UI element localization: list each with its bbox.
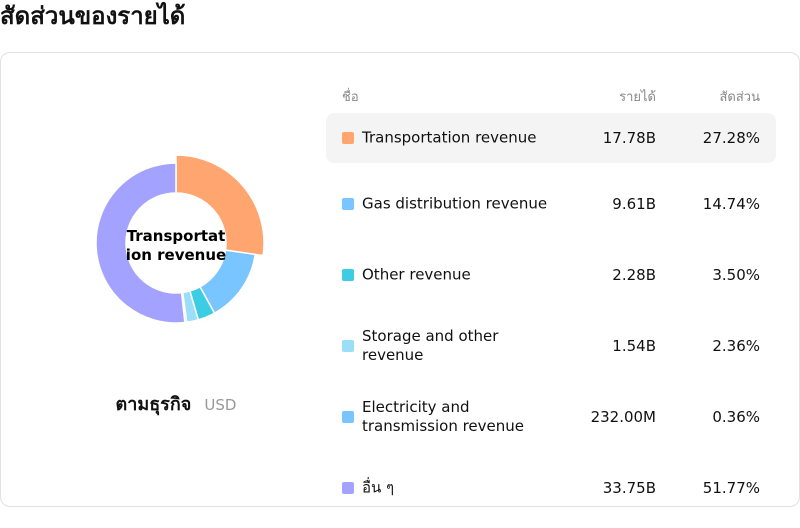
row-revenue: 2.28B: [612, 265, 656, 284]
row-name: Gas distribution revenue: [362, 194, 548, 212]
page-title: สัดส่วนของรายได้: [0, 2, 186, 30]
donut-slice[interactable]: [175, 154, 265, 257]
legend-swatch: [342, 339, 354, 352]
column-header-name: ชื่อ: [342, 90, 359, 105]
table-row[interactable]: Transportation revenue 17.78B 27.28%: [326, 113, 776, 163]
row-name: อื่น ๆ: [362, 478, 395, 496]
row-share: 0.36%: [712, 407, 760, 426]
row-name: Transportation revenue: [362, 128, 537, 147]
row-name: Other revenue: [362, 265, 471, 283]
row-revenue: 1.54B: [612, 336, 656, 355]
revenue-table: Transportation revenue 17.78B 27.28% Gas…: [326, 113, 776, 528]
column-header-share: สัดส่วน: [719, 90, 761, 105]
row-share: 27.28%: [702, 129, 760, 147]
table-row[interactable]: อื่น ๆ 33.75B 51.77%: [326, 457, 776, 518]
row-revenue: 17.78B: [602, 129, 656, 147]
column-header-revenue: รายได้: [619, 90, 656, 105]
row-share: 2.36%: [712, 336, 760, 355]
legend-swatch: [342, 481, 354, 494]
chart-caption: ตามธุรกิจ USD: [1, 389, 351, 418]
table-row[interactable]: Electricity and transmission revenue 232…: [326, 386, 776, 447]
row-revenue: 9.61B: [612, 194, 656, 213]
row-revenue: 232.00M: [590, 407, 656, 426]
donut-center-label: Transportation revenue: [125, 227, 227, 264]
table-row[interactable]: Other revenue 2.28B 3.50%: [326, 244, 776, 305]
legend-swatch: [342, 268, 354, 281]
donut-slice[interactable]: [95, 162, 186, 324]
revenue-breakdown-card: Transportation revenue ตามธุรกิจ USD ชื่…: [0, 52, 800, 507]
legend-swatch: [342, 132, 354, 144]
donut-chart[interactable]: [76, 143, 276, 343]
table-row[interactable]: Gas distribution revenue 9.61B 14.74%: [326, 173, 776, 234]
row-share: 14.74%: [702, 194, 760, 213]
table-header: ชื่อ รายได้ สัดส่วน: [342, 86, 760, 106]
legend-swatch: [342, 197, 354, 210]
legend-swatch: [342, 410, 354, 423]
row-revenue: 33.75B: [602, 478, 656, 497]
row-share: 51.77%: [702, 478, 760, 497]
table-row[interactable]: Storage and other revenue 1.54B 2.36%: [326, 315, 776, 376]
currency-label: USD: [204, 396, 237, 414]
segment-label: ตามธุรกิจ: [115, 394, 192, 415]
row-share: 3.50%: [712, 265, 760, 284]
row-name: Storage and other revenue: [362, 326, 499, 364]
row-name: Electricity and transmission revenue: [362, 397, 525, 435]
